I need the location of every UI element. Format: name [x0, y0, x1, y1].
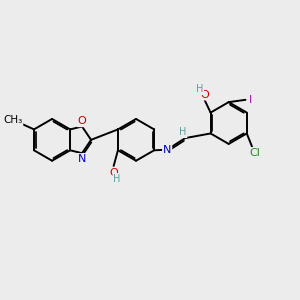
Text: H: H	[113, 174, 121, 184]
Text: N: N	[78, 154, 86, 164]
Text: H: H	[179, 127, 187, 137]
Text: I: I	[249, 95, 252, 105]
Text: O: O	[200, 90, 209, 100]
Text: CH₃: CH₃	[3, 116, 22, 125]
Text: H: H	[196, 84, 203, 94]
Text: N: N	[163, 145, 171, 155]
Text: O: O	[109, 168, 118, 178]
Text: O: O	[78, 116, 86, 126]
Text: Cl: Cl	[249, 148, 260, 158]
